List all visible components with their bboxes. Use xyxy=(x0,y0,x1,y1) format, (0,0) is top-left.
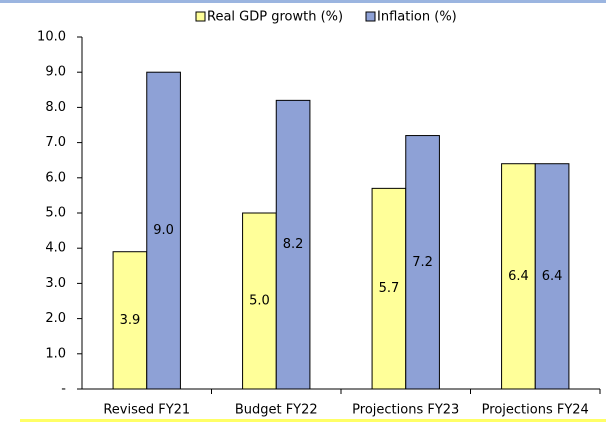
y-tick-label: 8.0 xyxy=(45,100,66,115)
y-tick-label: 5.0 xyxy=(45,206,66,221)
value-label: 3.9 xyxy=(120,313,141,328)
x-tick-label: Revised FY21 xyxy=(103,403,190,418)
x-tick-label: Projections FY23 xyxy=(352,403,459,418)
value-label: 9.0 xyxy=(153,223,174,238)
value-label: 6.4 xyxy=(508,269,529,284)
bar xyxy=(405,135,440,390)
y-tick-label: 6.0 xyxy=(45,170,66,185)
value-label: 6.4 xyxy=(542,269,563,284)
legend-label: Real GDP growth (%) xyxy=(207,10,343,25)
y-tick-label: 10.0 xyxy=(37,30,66,45)
legend-swatch xyxy=(365,11,376,22)
y-tick-label: 1.0 xyxy=(45,346,66,361)
bar xyxy=(501,163,536,390)
bar xyxy=(242,212,277,390)
x-tick-label: Budget FY22 xyxy=(235,403,318,418)
y-tick-label: - xyxy=(61,382,66,397)
value-label: 5.7 xyxy=(379,281,400,296)
bar xyxy=(112,251,148,390)
value-label: 7.2 xyxy=(412,255,433,270)
bar xyxy=(146,71,181,390)
y-tick-label: 2.0 xyxy=(45,311,66,326)
bar xyxy=(534,163,570,390)
legend-label: Inflation (%) xyxy=(377,10,457,25)
y-tick-label: 4.0 xyxy=(45,241,66,256)
value-label: 8.2 xyxy=(283,237,304,252)
bar xyxy=(275,99,311,390)
y-tick-label: 3.0 xyxy=(45,276,66,291)
y-tick-label: 7.0 xyxy=(45,135,66,150)
y-tick-label: 9.0 xyxy=(45,65,66,80)
legend-swatch xyxy=(195,11,206,22)
value-label: 5.0 xyxy=(249,294,270,309)
x-tick-label: Projections FY24 xyxy=(482,403,589,418)
